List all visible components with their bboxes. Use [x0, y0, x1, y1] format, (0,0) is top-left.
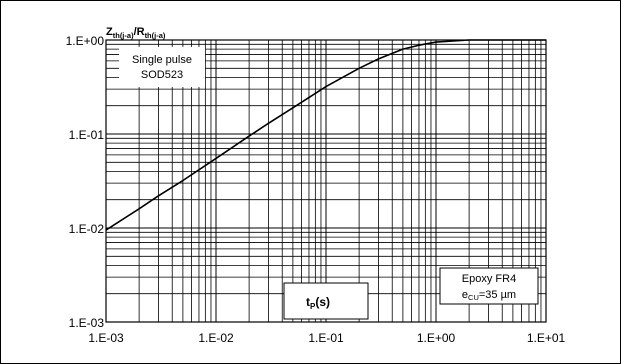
tick-labels: 1.E-03 1.E-02 1.E-01 1.E+00 1.E+01 1.E-03 1.E-… [66, 34, 566, 345]
y-label-sep-sub: th(j-a) [145, 31, 166, 40]
y-label-main-sub: th(j-a) [113, 31, 134, 40]
x-axis-label: tP(s) [306, 295, 330, 311]
x-tick-label: 1.E-01 [308, 331, 344, 345]
pulse-annotation-line2: SOD523 [141, 69, 183, 81]
x-tick-label: 1.E-03 [88, 331, 124, 345]
y-axis-label: Zth(j-a)/Rth(j-a) [106, 26, 166, 40]
y-tick-label: 1.E+00 [66, 34, 105, 48]
x-label-main: t [306, 295, 310, 309]
x-axis-label-box [283, 282, 369, 320]
axes [105, 39, 547, 323]
y-label-main: Z [106, 26, 113, 38]
pulse-annotation-box [119, 47, 205, 87]
series-layer [105, 39, 546, 231]
x-tick-label: 1.E+01 [527, 331, 566, 345]
y-tick-label: 1.E-01 [69, 128, 105, 142]
board-line2-rest: =35 µm [479, 289, 516, 301]
pulse-annotation-line1: Single pulse [132, 54, 192, 66]
board-annotation-line2: eCU=35 µm [462, 289, 516, 302]
y-tick-label: 1.E-03 [69, 316, 105, 330]
board-line2-main: e [462, 289, 468, 301]
y-tick-label: 1.E-02 [69, 222, 105, 236]
board-line2-sub: CU [468, 293, 479, 302]
board-annotation-box [439, 267, 539, 305]
y-label-sep: /R [134, 26, 145, 38]
plot-border [105, 39, 547, 323]
x-tick-label: 1.E+00 [417, 331, 456, 345]
x-label-sub: P [310, 302, 316, 311]
x-tick-label: 1.E-02 [198, 331, 234, 345]
board-annotation-line1: Epoxy FR4 [462, 273, 516, 285]
x-label-rest: (s) [315, 295, 330, 309]
series-line [105, 39, 546, 231]
